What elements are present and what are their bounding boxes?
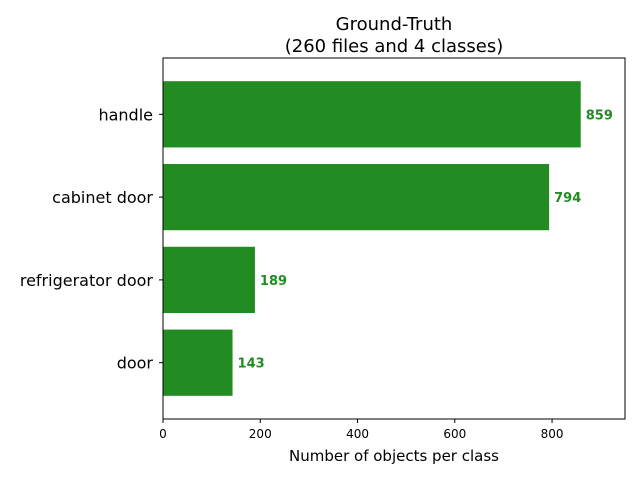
x-tick-label-3: 600 — [443, 427, 466, 441]
value-label-0: 859 — [586, 108, 613, 123]
bars-group — [163, 81, 581, 396]
category-label-2: refrigerator door — [20, 271, 154, 290]
value-label-3: 143 — [238, 357, 265, 372]
category-labels-group: handle cabinet door refrigerator door door — [20, 105, 163, 373]
category-label-3: door — [117, 354, 154, 373]
x-tick-label-0: 0 — [159, 427, 167, 441]
x-tick-label-4: 800 — [541, 427, 564, 441]
value-label-2: 189 — [260, 274, 287, 289]
bar-2 — [163, 246, 255, 314]
category-label-0: handle — [98, 105, 153, 124]
bar-3 — [163, 329, 233, 396]
x-axis-label: Number of objects per class — [289, 447, 499, 465]
category-label-1: cabinet door — [52, 188, 153, 207]
value-labels-group: 859 794 189 143 — [238, 108, 613, 371]
x-ticks-group: 0 200 400 600 800 — [159, 419, 564, 441]
plot-frame — [162, 57, 626, 420]
bar-0 — [163, 81, 581, 148]
value-label-1: 794 — [554, 191, 581, 206]
bar-1 — [163, 163, 550, 231]
chart-title-line-1: Ground-Truth — [336, 14, 453, 35]
chart-title-line-2: (260 files and 4 classes) — [285, 36, 504, 57]
x-tick-label-2: 400 — [346, 427, 369, 441]
x-tick-label-1: 200 — [249, 427, 272, 441]
